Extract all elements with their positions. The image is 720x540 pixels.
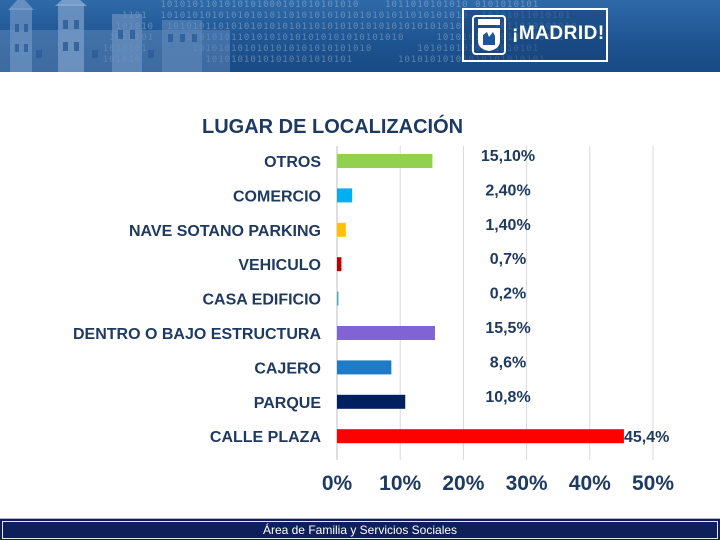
bar xyxy=(337,222,346,237)
data-label: 45,4% xyxy=(624,429,669,446)
footer-frame xyxy=(2,521,718,539)
x-tick-label: 0% xyxy=(322,472,353,495)
bar xyxy=(337,360,392,375)
footer-bar: Área de Familia y Servicios Sociales xyxy=(0,518,720,540)
madrid-logo: ¡MADRID! xyxy=(462,8,608,62)
data-label: 10,8% xyxy=(485,389,530,406)
category-label: OTROS xyxy=(264,154,321,171)
bar xyxy=(337,154,433,168)
bar xyxy=(337,291,339,306)
data-label: 0,7% xyxy=(490,251,526,268)
madrid-logo-text: ¡MADRID! xyxy=(512,23,605,44)
bar xyxy=(337,188,353,203)
category-label: CALLE PLAZA xyxy=(210,429,322,446)
category-label: CASA EDIFICIO xyxy=(202,292,321,309)
bar xyxy=(337,326,435,340)
bar xyxy=(337,429,624,444)
bar xyxy=(337,257,342,272)
category-label: COMERCIO xyxy=(233,188,321,205)
data-label: 15,10% xyxy=(481,148,535,165)
data-label: 0,2% xyxy=(490,286,526,303)
x-tick-label: 10% xyxy=(379,472,421,495)
header-banner: 1010101101010101000101010101010 10110101… xyxy=(0,0,720,72)
chart-title: LUGAR DE LOCALIZACIÓN xyxy=(202,116,464,138)
category-label: NAVE SOTANO PARKING xyxy=(129,223,321,240)
data-label: 1,40% xyxy=(485,217,530,234)
bar-chart: 0% 10% 20% 30% 40% 50% OTROS 15,10% COMERCIO 2,40… xyxy=(73,146,674,495)
data-label: 2,40% xyxy=(485,182,530,199)
footer-text: Área de Familia y Servicios Sociales xyxy=(262,523,458,537)
data-label: 15,5% xyxy=(485,320,530,337)
data-label: 8,6% xyxy=(490,354,526,371)
bar xyxy=(337,394,406,409)
x-tick-label: 50% xyxy=(632,472,674,495)
madrid-crest-icon xyxy=(472,15,506,55)
palace-illustration xyxy=(0,0,230,72)
x-tick-label: 30% xyxy=(506,472,548,495)
category-label: CAJERO xyxy=(254,360,321,377)
x-tick-label: 40% xyxy=(569,472,611,495)
category-label: PARQUE xyxy=(254,395,322,412)
x-tick-label: 20% xyxy=(442,472,484,495)
category-label: VEHICULO xyxy=(238,257,321,274)
category-label: DENTRO O BAJO ESTRUCTURA xyxy=(73,326,321,343)
